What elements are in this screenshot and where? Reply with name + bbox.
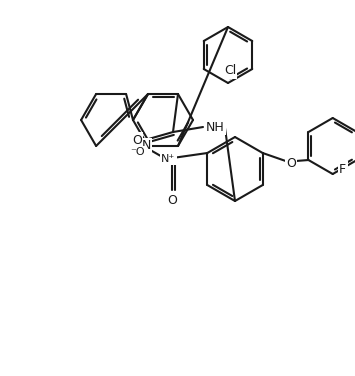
- Text: ⁻O: ⁻O: [130, 147, 144, 157]
- Text: N⁺: N⁺: [161, 154, 175, 164]
- Text: F: F: [339, 162, 346, 176]
- Text: NH: NH: [206, 121, 224, 133]
- Text: N: N: [141, 139, 151, 153]
- Text: Cl: Cl: [224, 65, 236, 77]
- Text: O: O: [132, 133, 142, 147]
- Text: O: O: [286, 156, 296, 170]
- Text: O: O: [167, 194, 177, 206]
